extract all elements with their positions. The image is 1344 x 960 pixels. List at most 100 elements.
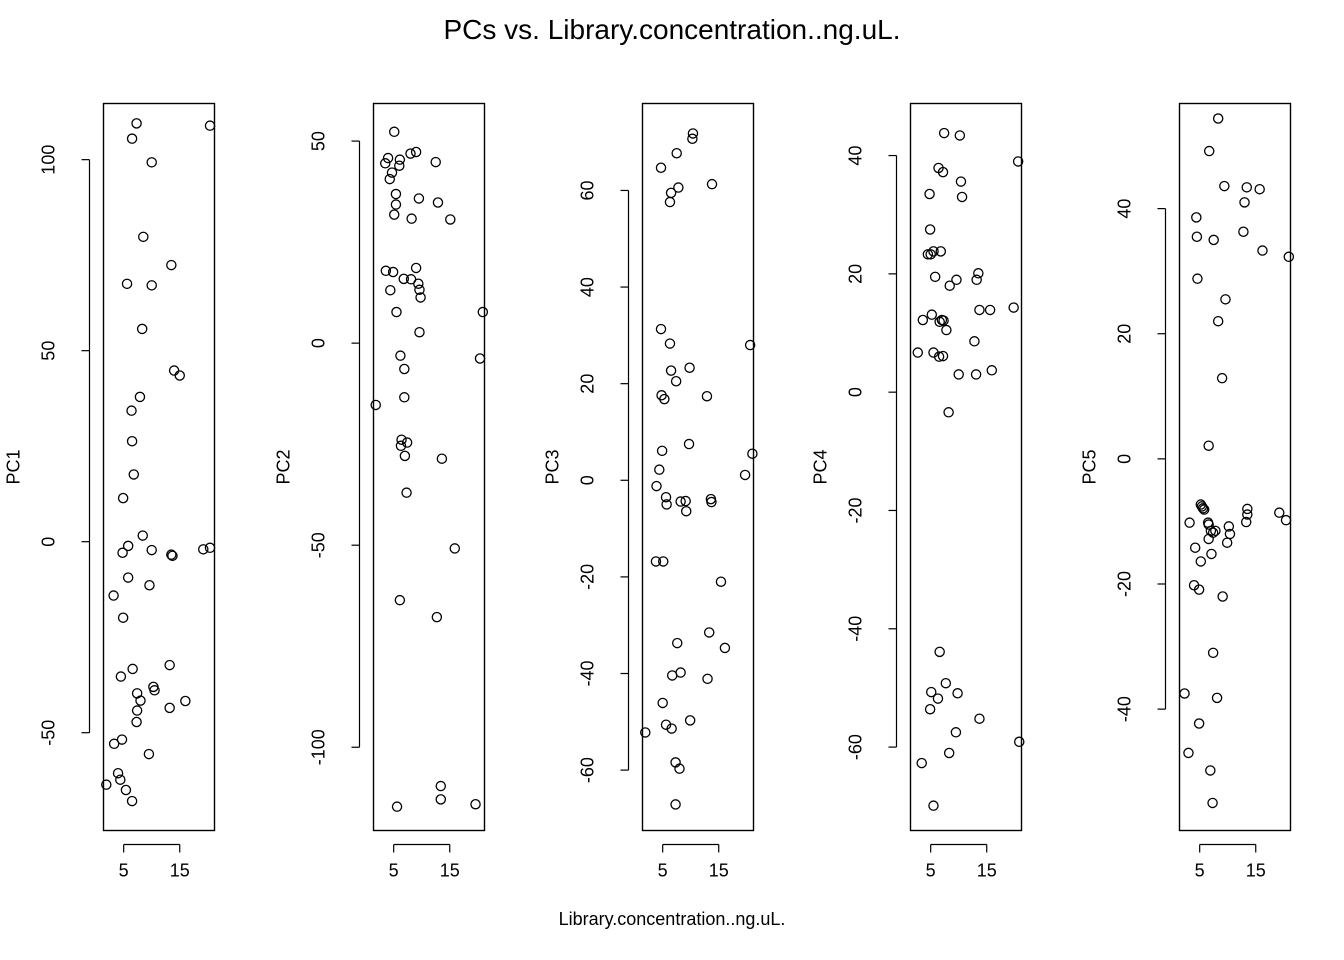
data-point (1240, 516, 1252, 528)
data-point (432, 197, 444, 208)
data-point (449, 543, 461, 554)
data-point (394, 160, 405, 171)
data-point (380, 158, 391, 169)
data-point (387, 266, 399, 278)
data-point (474, 353, 486, 364)
data-point (666, 723, 677, 734)
data-point (950, 727, 962, 738)
data-point (380, 265, 392, 277)
data-point (670, 799, 681, 810)
data-point (664, 196, 676, 208)
data-point (941, 324, 952, 336)
data-point (1179, 688, 1190, 699)
data-point (144, 579, 155, 591)
data-point (1195, 556, 1207, 567)
y-axis-label: PC5 (1080, 449, 1100, 484)
data-point (954, 130, 966, 141)
data-point (1196, 501, 1208, 512)
data-point (1203, 145, 1215, 157)
scatter-panel-1: PC1 -50 0 50 100 5 15 (4, 102, 216, 881)
data-point (120, 784, 132, 796)
data-point (701, 390, 713, 402)
data-point (1221, 537, 1233, 548)
data-point (126, 405, 137, 416)
data-point (399, 450, 411, 462)
data-point (640, 727, 651, 738)
data-point (928, 246, 939, 257)
data-point (650, 556, 662, 567)
data-point (1241, 182, 1253, 193)
data-point (127, 663, 138, 675)
data-point (1191, 212, 1202, 223)
scatter-panel-3: PC3 -60 -40 -20 0 20 40 60 5 15 (543, 102, 758, 881)
data-point (1208, 234, 1219, 246)
data-point (665, 365, 677, 376)
data-point (1189, 542, 1201, 553)
x-tick-label: 15 (440, 861, 460, 881)
data-point (922, 249, 934, 260)
data-point (445, 214, 456, 225)
data-point (934, 646, 945, 658)
data-point (1242, 509, 1253, 520)
data-point (1211, 692, 1223, 704)
y-tick-label: 40 (578, 277, 598, 297)
data-point (108, 738, 120, 750)
data-point (969, 336, 980, 347)
data-point (924, 224, 936, 235)
x-tick-label: 15 (709, 861, 729, 881)
y-tick-label: 50 (39, 341, 59, 361)
data-point (719, 642, 731, 654)
x-axis-label: Library.concentration..ng.uL. (559, 909, 786, 929)
y-tick-label: -50 (309, 532, 329, 558)
data-point (925, 686, 937, 698)
data-point (1239, 197, 1250, 208)
data-point (674, 763, 685, 774)
data-point (702, 673, 713, 685)
data-point (1216, 372, 1228, 384)
data-point (706, 178, 718, 190)
data-point (1184, 517, 1195, 528)
data-point (121, 278, 133, 290)
data-point (390, 188, 402, 200)
y-tick-label: 20 (578, 374, 598, 394)
y-axis-label: PC4 (811, 449, 831, 484)
figure-title: PCs vs. Library.concentration..ng.uL. (443, 14, 900, 45)
data-point (198, 544, 209, 555)
data-point (388, 126, 400, 138)
data-point (657, 697, 668, 709)
data-point (436, 453, 448, 464)
data-point (174, 370, 185, 381)
data-point (405, 148, 416, 159)
data-point (684, 362, 695, 373)
y-tick-label: 0 (1115, 454, 1135, 464)
data-point (657, 556, 669, 567)
data-point (932, 693, 944, 704)
data-point (1198, 504, 1210, 515)
data-point (394, 594, 406, 606)
y-tick-label: -20 (578, 564, 598, 590)
data-point (180, 695, 191, 707)
data-point (928, 800, 939, 811)
data-point (670, 376, 682, 387)
data-point (1012, 156, 1024, 167)
data-point (137, 530, 148, 541)
data-point (117, 612, 129, 623)
data-point (1257, 245, 1268, 256)
data-point (687, 128, 699, 139)
data-point (924, 703, 936, 715)
y-tick-label: 0 (309, 338, 329, 348)
data-point (406, 213, 417, 224)
data-point (1197, 503, 1209, 514)
data-point (117, 547, 128, 559)
data-point (410, 262, 422, 274)
data-point (1203, 440, 1214, 451)
x-tick-label: 15 (1246, 861, 1266, 881)
data-point (974, 304, 985, 316)
data-point (1207, 647, 1219, 659)
y-tick-label: 0 (846, 387, 866, 397)
x-tick-label: 15 (170, 861, 190, 881)
data-point (680, 495, 691, 507)
data-point (1193, 718, 1205, 729)
